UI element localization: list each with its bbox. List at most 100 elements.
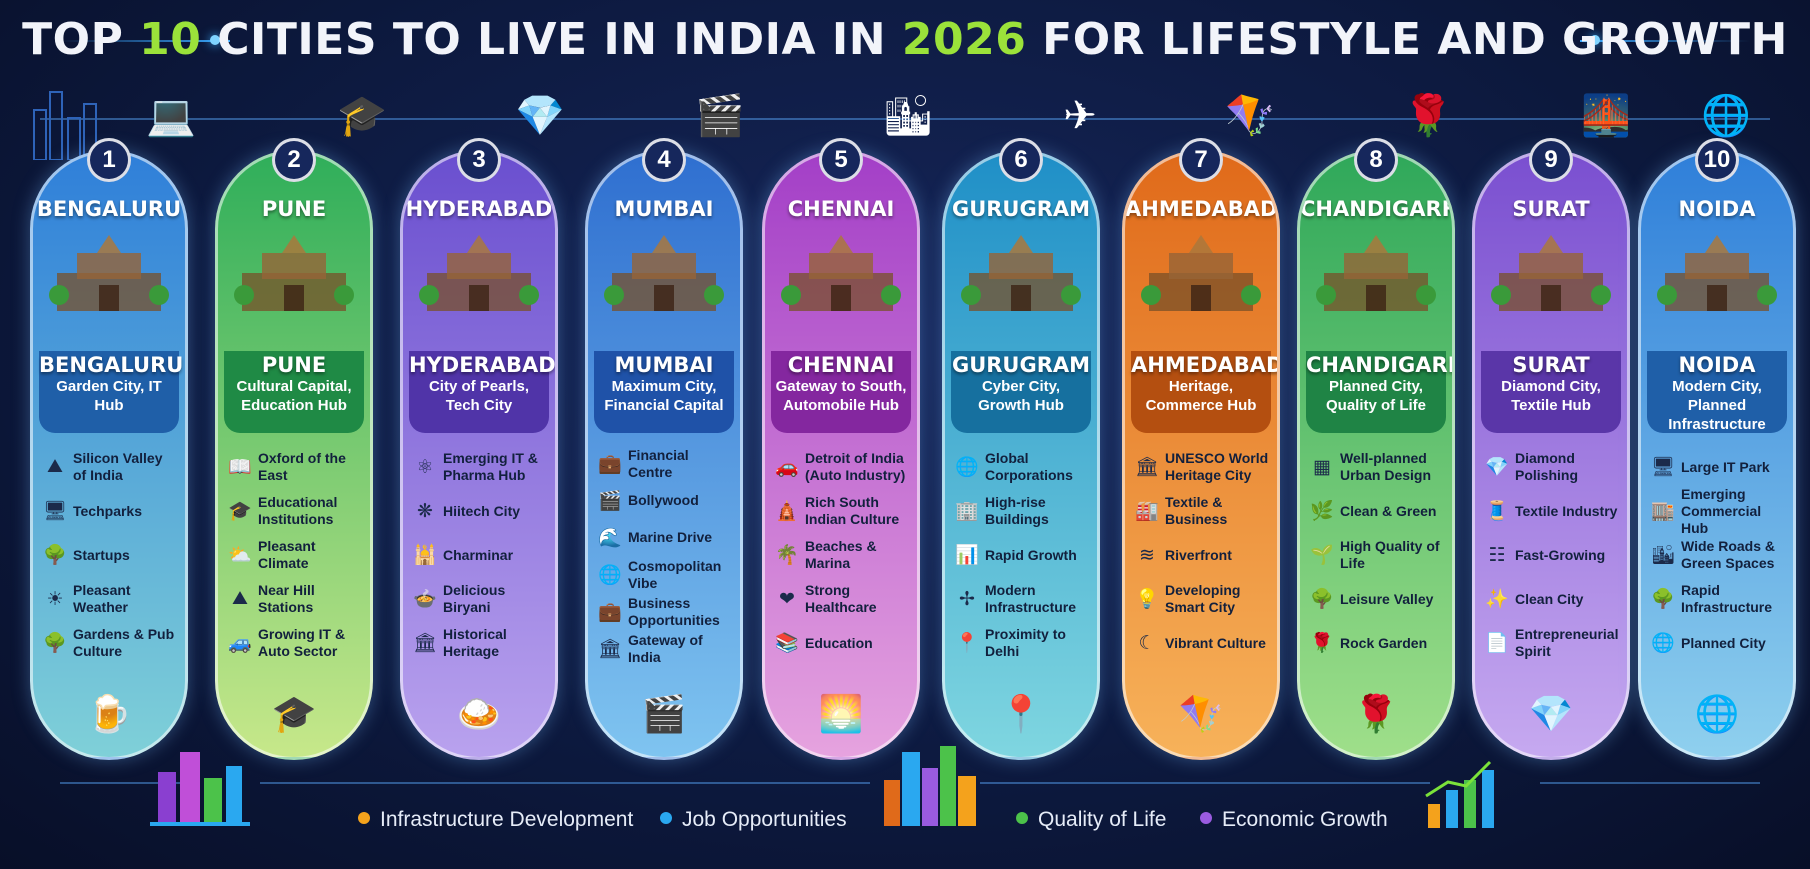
- palace-icon: [49, 235, 169, 311]
- title-year: 2026: [901, 14, 1027, 65]
- diamond-icon: 💎: [1485, 457, 1509, 478]
- molecule-icon: ⚛: [416, 456, 434, 478]
- feature-text: Diamond Polishing: [1515, 450, 1578, 483]
- feature-item: ❤ Strong Healthcare: [773, 577, 911, 621]
- feature-item: 🛕 Rich South Indian Culture: [773, 489, 911, 533]
- feature-text: Oxford of the East: [258, 450, 346, 483]
- feature-text: Cosmopolitan Vibe: [628, 557, 722, 591]
- graduation-cap-icon: 🎓: [271, 693, 317, 734]
- top-connector-line: [40, 118, 1770, 120]
- feature-text: Clean City: [1515, 590, 1584, 607]
- city-name: GURUGRAM: [951, 197, 1091, 221]
- city-skyline-decor-icon: [33, 91, 97, 160]
- feature-list: ⚛ Emerging IT & Pharma Hub ❋ Hiitech City 🕌 C…: [411, 445, 549, 665]
- feature-text: Textile & Business: [1165, 494, 1228, 527]
- city-name: AHMEDABAD: [1125, 197, 1278, 221]
- feature-list: ⛰ Silicon Valley of India 🖥 Techparks 🌳 Start…: [41, 445, 179, 665]
- rank-badge: 9: [1529, 138, 1573, 182]
- bottom-line-right: [1540, 782, 1760, 784]
- feature-text: Near Hill Stations: [258, 582, 315, 615]
- rank-badge: 8: [1354, 138, 1398, 182]
- rank-badge: 3: [457, 138, 501, 182]
- legend-label: Infrastructure Development: [380, 808, 634, 831]
- heritage-icon: [1141, 235, 1261, 311]
- city-tagline: Modern City, Planned Infrastructure: [1668, 378, 1766, 433]
- feature-item: 🌱 High Quality of Life: [1308, 533, 1446, 577]
- airplane-icon: ✈: [1063, 94, 1097, 138]
- leaf-hand-icon: 🌿: [1310, 501, 1334, 522]
- city-tagline: Diamond City, Textile Hub: [1501, 378, 1601, 414]
- feature-item: 🌿 Clean & Green: [1308, 489, 1446, 533]
- rose-icon: 🌹: [1353, 693, 1399, 734]
- feature-text: Beaches & Marina: [805, 538, 877, 571]
- clapperboard-icon: 🎬: [598, 490, 622, 512]
- car-icon: 🚙: [228, 633, 252, 654]
- monitor-icon: 🖥: [1650, 457, 1676, 478]
- feature-text: Historical Heritage: [443, 626, 507, 659]
- feature-text: Planned City: [1681, 634, 1766, 651]
- city-tagline: Planned City, Quality of Life: [1325, 378, 1426, 414]
- city-plaque: GURUGRAM Cyber City, Growth Hub: [951, 351, 1091, 433]
- feature-text: Educational Institutions: [258, 494, 338, 527]
- location-pin-icon: 📍: [955, 633, 979, 654]
- feature-text: Business Opportunities: [628, 594, 720, 628]
- feature-text: Clean & Green: [1340, 502, 1437, 519]
- city-plaque: SURAT Diamond City, Textile Hub: [1481, 351, 1621, 433]
- bottom-line-mid-left: [260, 782, 870, 784]
- rank-badge: 5: [819, 138, 863, 182]
- feature-text: Startups: [73, 546, 130, 563]
- bottom-line-mid-right: [980, 782, 1430, 784]
- feature-item: 💡 Developing Smart City: [1133, 577, 1271, 621]
- sun-icon: ☀: [46, 588, 64, 610]
- feature-item: 🏛 Historical Heritage: [411, 621, 549, 665]
- temple-icon: 🛕: [775, 501, 799, 522]
- plaque-city-name: CHANDIGARH: [1306, 353, 1455, 377]
- feature-text: Education: [805, 634, 873, 651]
- legend-label: Job Opportunities: [682, 808, 847, 831]
- plant-icon: 🌱: [1310, 545, 1334, 566]
- feature-item: 🏛 UNESCO World Heritage City: [1133, 445, 1271, 489]
- feature-text: Vibrant Culture: [1165, 634, 1266, 651]
- temple-icon: 🏛: [412, 633, 438, 654]
- legend-item: Economic Growth: [1200, 808, 1388, 832]
- feature-item: 📖 Oxford of the East: [226, 445, 364, 489]
- rank-badge: 6: [999, 138, 1043, 182]
- city-plaque: CHENNAI Gateway to South, Automobile Hub: [771, 351, 911, 433]
- clapperboard-icon: 🎬: [641, 693, 687, 734]
- feature-item: 🌐 Cosmopolitan Vibe: [596, 556, 734, 593]
- bar-chart-icon: 📊: [955, 545, 979, 566]
- city-tagline: Heritage, Commerce Hub: [1145, 378, 1257, 414]
- feature-text: High-rise Buildings: [985, 494, 1049, 527]
- bulb-icon: 💡: [1135, 589, 1159, 610]
- feature-item: 🖥 Techparks: [41, 489, 179, 533]
- feature-item: ⛅ Pleasant Climate: [226, 533, 364, 577]
- feature-item: ☾ Vibrant Culture: [1133, 621, 1271, 665]
- globe-icon: 🌐: [1651, 633, 1675, 654]
- network-icon: ❋: [417, 500, 433, 522]
- food-icon: 🍲: [413, 589, 437, 610]
- river-icon: ≋: [1139, 544, 1155, 566]
- feature-text: Fast-Growing: [1515, 546, 1606, 563]
- sun-cloud-icon: ⛅: [228, 545, 252, 566]
- fort-icon: [234, 235, 354, 311]
- open-hand-icon: [1316, 235, 1436, 311]
- city-plaque: NOIDA Modern City, Planned Infrastructure: [1647, 351, 1787, 433]
- waves-icon: 🌊: [598, 527, 622, 549]
- feature-item: 🍲 Delicious Biryani: [411, 577, 549, 621]
- feature-item: 📍 Proximity to Delhi: [953, 621, 1091, 665]
- plaque-city-name: NOIDA: [1678, 353, 1756, 377]
- monitor-icon: 🖥: [42, 501, 68, 522]
- feature-text: Charminar: [443, 546, 514, 563]
- city-name: NOIDA: [1678, 197, 1756, 221]
- palm-icon: 🌴: [775, 545, 799, 566]
- feature-item: 🏬 Emerging Commercial Hub: [1649, 486, 1787, 536]
- feature-text: Emerging Commercial Hub: [1681, 485, 1762, 536]
- swirl-icon: ☾: [1138, 632, 1156, 654]
- feature-text: Riverfront: [1165, 546, 1232, 563]
- feature-item: 🎓 Educational Institutions: [226, 489, 364, 533]
- heart-icon: ❤: [779, 588, 795, 610]
- feature-text: Hiitech City: [443, 502, 521, 519]
- rose-icon: 🌹: [1403, 94, 1453, 138]
- factory-icon: 🏭: [1135, 501, 1159, 522]
- legend-label: Quality of Life: [1038, 808, 1167, 831]
